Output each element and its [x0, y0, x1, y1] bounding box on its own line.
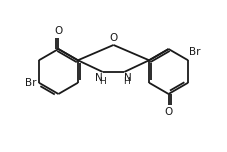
- Text: N: N: [95, 73, 103, 83]
- Text: O: O: [54, 26, 63, 36]
- Text: N: N: [124, 73, 132, 83]
- Text: H: H: [100, 77, 106, 86]
- Text: H: H: [123, 77, 129, 86]
- Text: Br: Br: [189, 47, 201, 57]
- Text: O: O: [164, 107, 173, 117]
- Text: Br: Br: [25, 78, 37, 88]
- Text: O: O: [109, 33, 118, 43]
